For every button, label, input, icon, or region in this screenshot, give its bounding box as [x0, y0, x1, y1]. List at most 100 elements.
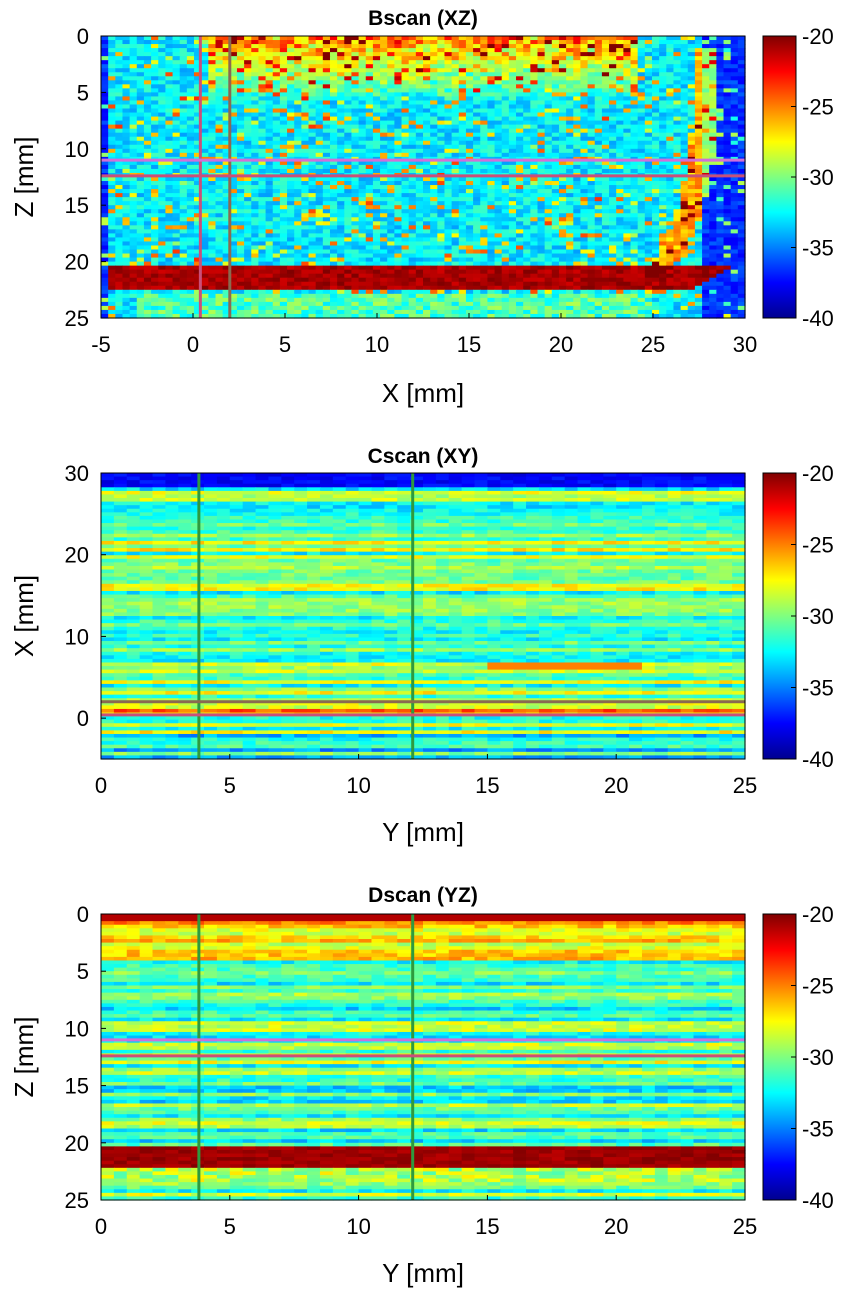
heatmap-cell [494, 245, 503, 251]
heatmap-cell [351, 229, 360, 234]
heatmap-cell [344, 56, 353, 61]
heatmap-cell [408, 229, 417, 234]
heatmap-cell [194, 185, 202, 190]
heatmap-cell [151, 136, 159, 142]
heatmap-cell [108, 96, 116, 102]
heatmap-cell [651, 164, 660, 170]
heatmap-cell [186, 44, 195, 49]
heatmap-cell [516, 88, 524, 93]
heatmap-cell [372, 168, 381, 174]
heatmap-cell [508, 96, 517, 102]
heatmap-cell [587, 128, 596, 134]
heatmap-cell [551, 221, 560, 226]
heatmap-cell [516, 60, 524, 65]
heatmap-cell [437, 116, 446, 122]
heatmap-cell [458, 233, 467, 239]
heatmap-cell [451, 112, 460, 118]
heatmap-cell [523, 217, 531, 222]
heatmap-cell [251, 193, 260, 198]
heatmap-cell [143, 128, 152, 134]
heatmap-cell [494, 225, 503, 230]
heatmap-cell [508, 249, 517, 255]
heatmap-cell [322, 205, 331, 210]
heatmap-cell [222, 177, 231, 182]
heatmap-cell [201, 60, 209, 65]
heatmap-cell [737, 76, 746, 81]
heatmap-cell [458, 128, 467, 134]
heatmap-cell [344, 68, 353, 73]
heatmap-cell [344, 144, 353, 150]
heatmap-cell [108, 217, 116, 222]
heatmap-cell [287, 80, 295, 85]
heatmap-cell [179, 92, 188, 98]
heatmap-cell [287, 64, 295, 69]
heatmap-cell [244, 76, 252, 81]
heatmap-cell [265, 64, 274, 69]
heatmap-cell [115, 225, 124, 230]
heatmap-cell [694, 201, 703, 206]
heatmap-cell [165, 96, 174, 102]
heatmap-cell [165, 237, 174, 243]
heatmap-cell [566, 76, 574, 81]
heatmap-cell [408, 56, 417, 61]
heatmap-cell [666, 168, 675, 174]
heatmap-cell [215, 217, 224, 222]
heatmap-cell [172, 136, 181, 142]
heatmap-cell [344, 96, 353, 102]
heatmap-cell [709, 213, 717, 218]
heatmap-cell [594, 92, 603, 98]
heatmap-cell [115, 152, 124, 158]
heatmap-cell [601, 189, 610, 194]
heatmap-cell [136, 237, 145, 243]
heatmap-cell [344, 257, 353, 263]
heatmap-cell [437, 136, 446, 142]
heatmap-cell [372, 80, 381, 85]
heatmap-cell [709, 237, 717, 243]
heatmap-cell [465, 229, 474, 234]
heatmap-cell [587, 108, 596, 114]
heatmap-cell [716, 205, 725, 210]
heatmap-cell [494, 128, 503, 134]
heatmap-cell [143, 245, 152, 251]
heatmap-cell [372, 221, 381, 226]
heatmap-cell [544, 193, 553, 198]
heatmap-cell [551, 124, 560, 130]
heatmap-cell [444, 120, 453, 126]
heatmap-cell [680, 80, 689, 85]
heatmap-cell [566, 112, 574, 118]
heatmap-cell [179, 100, 188, 106]
heatmap-cell [287, 197, 295, 202]
heatmap-cell [566, 225, 574, 230]
heatmap-cell [673, 84, 682, 89]
heatmap-cell [737, 104, 746, 110]
heatmap-cell [537, 68, 546, 73]
heatmap-cell [151, 56, 159, 61]
heatmap-cell [258, 144, 267, 150]
heatmap-cell [222, 233, 231, 239]
heatmap-cell [129, 221, 138, 226]
heatmap-cell [637, 88, 646, 93]
heatmap-cell [730, 177, 739, 182]
heatmap-cell [394, 36, 403, 41]
heatmap-cell [222, 217, 231, 222]
heatmap-cell [101, 140, 109, 146]
heatmap-cell [566, 52, 574, 57]
heatmap-cell [201, 112, 209, 118]
heatmap-cell [201, 124, 209, 130]
heatmap-cell [415, 168, 424, 174]
heatmap-cell [322, 245, 331, 251]
heatmap-cell [616, 40, 624, 45]
heatmap-cell [358, 68, 367, 73]
heatmap-cell [723, 64, 732, 69]
heatmap-cell [609, 221, 617, 226]
heatmap-cell [308, 36, 317, 41]
heatmap-cell [294, 209, 302, 214]
heatmap-cell [694, 60, 703, 65]
heatmap-cell [508, 60, 517, 65]
heatmap-cell [215, 241, 224, 247]
heatmap-cell [644, 108, 653, 114]
heatmap-cell [380, 144, 388, 150]
heatmap-cell [129, 96, 138, 102]
heatmap-cell [251, 52, 260, 57]
heatmap-cell [566, 104, 574, 110]
